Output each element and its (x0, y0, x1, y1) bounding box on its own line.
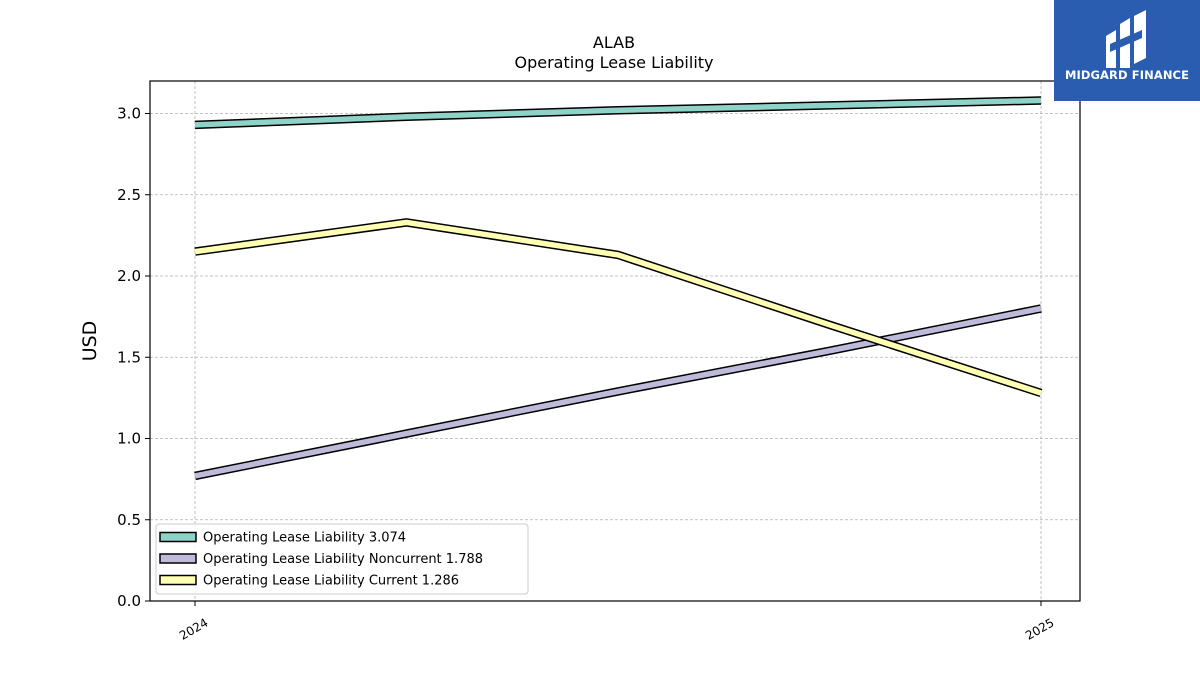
y-tick-label: 3.0 (117, 105, 141, 123)
logo-text: MIDGARD FINANCE (1064, 68, 1190, 82)
series-outline (194, 218, 1043, 398)
series-3-line (194, 218, 1043, 398)
y-tick-label: 0.5 (117, 511, 141, 529)
series-lines (194, 96, 1043, 481)
midgard-finance-logo: MIDGARD FINANCE (1054, 0, 1200, 101)
series-1-line (194, 96, 1042, 130)
x-tick-label: 2025 (1023, 615, 1056, 642)
y-tick-label: 2.5 (117, 186, 141, 204)
series-stroke (194, 97, 1042, 128)
series-stroke (194, 219, 1042, 396)
x-axis: 2024 2025 (177, 601, 1057, 643)
legend-swatch (159, 553, 197, 564)
legend-label: Operating Lease Liability Current 1.286 (203, 574, 459, 589)
plot-frame (149, 80, 1081, 602)
grid-lines (150, 81, 1080, 602)
y-tick-label: 2.0 (117, 267, 141, 285)
legend-label: Operating Lease Liability 3.074 (203, 531, 406, 546)
y-tick-label: 0.0 (117, 592, 141, 610)
logo-mark-icon (1106, 10, 1146, 68)
legend: Operating Lease Liability 3.074 Operating… (155, 523, 529, 595)
legend-swatch (159, 574, 197, 586)
series-stroke (194, 305, 1042, 479)
chart-title: ALAB (593, 33, 635, 52)
y-tick-label: 1.0 (117, 430, 141, 448)
chart-subtitle: Operating Lease Liability (514, 53, 713, 72)
legend-label: Operating Lease Liability Noncurrent 1.7… (203, 552, 483, 567)
legend-box (155, 523, 529, 595)
y-axis: 0.0 0.5 1.0 1.5 2.0 2.5 3.0 (117, 105, 150, 610)
series-2-line (194, 304, 1042, 481)
x-tick-label: 2024 (177, 615, 210, 642)
y-axis-label: USD (79, 321, 101, 362)
legend-swatch (159, 531, 197, 543)
y-tick-label: 1.5 (117, 348, 141, 366)
